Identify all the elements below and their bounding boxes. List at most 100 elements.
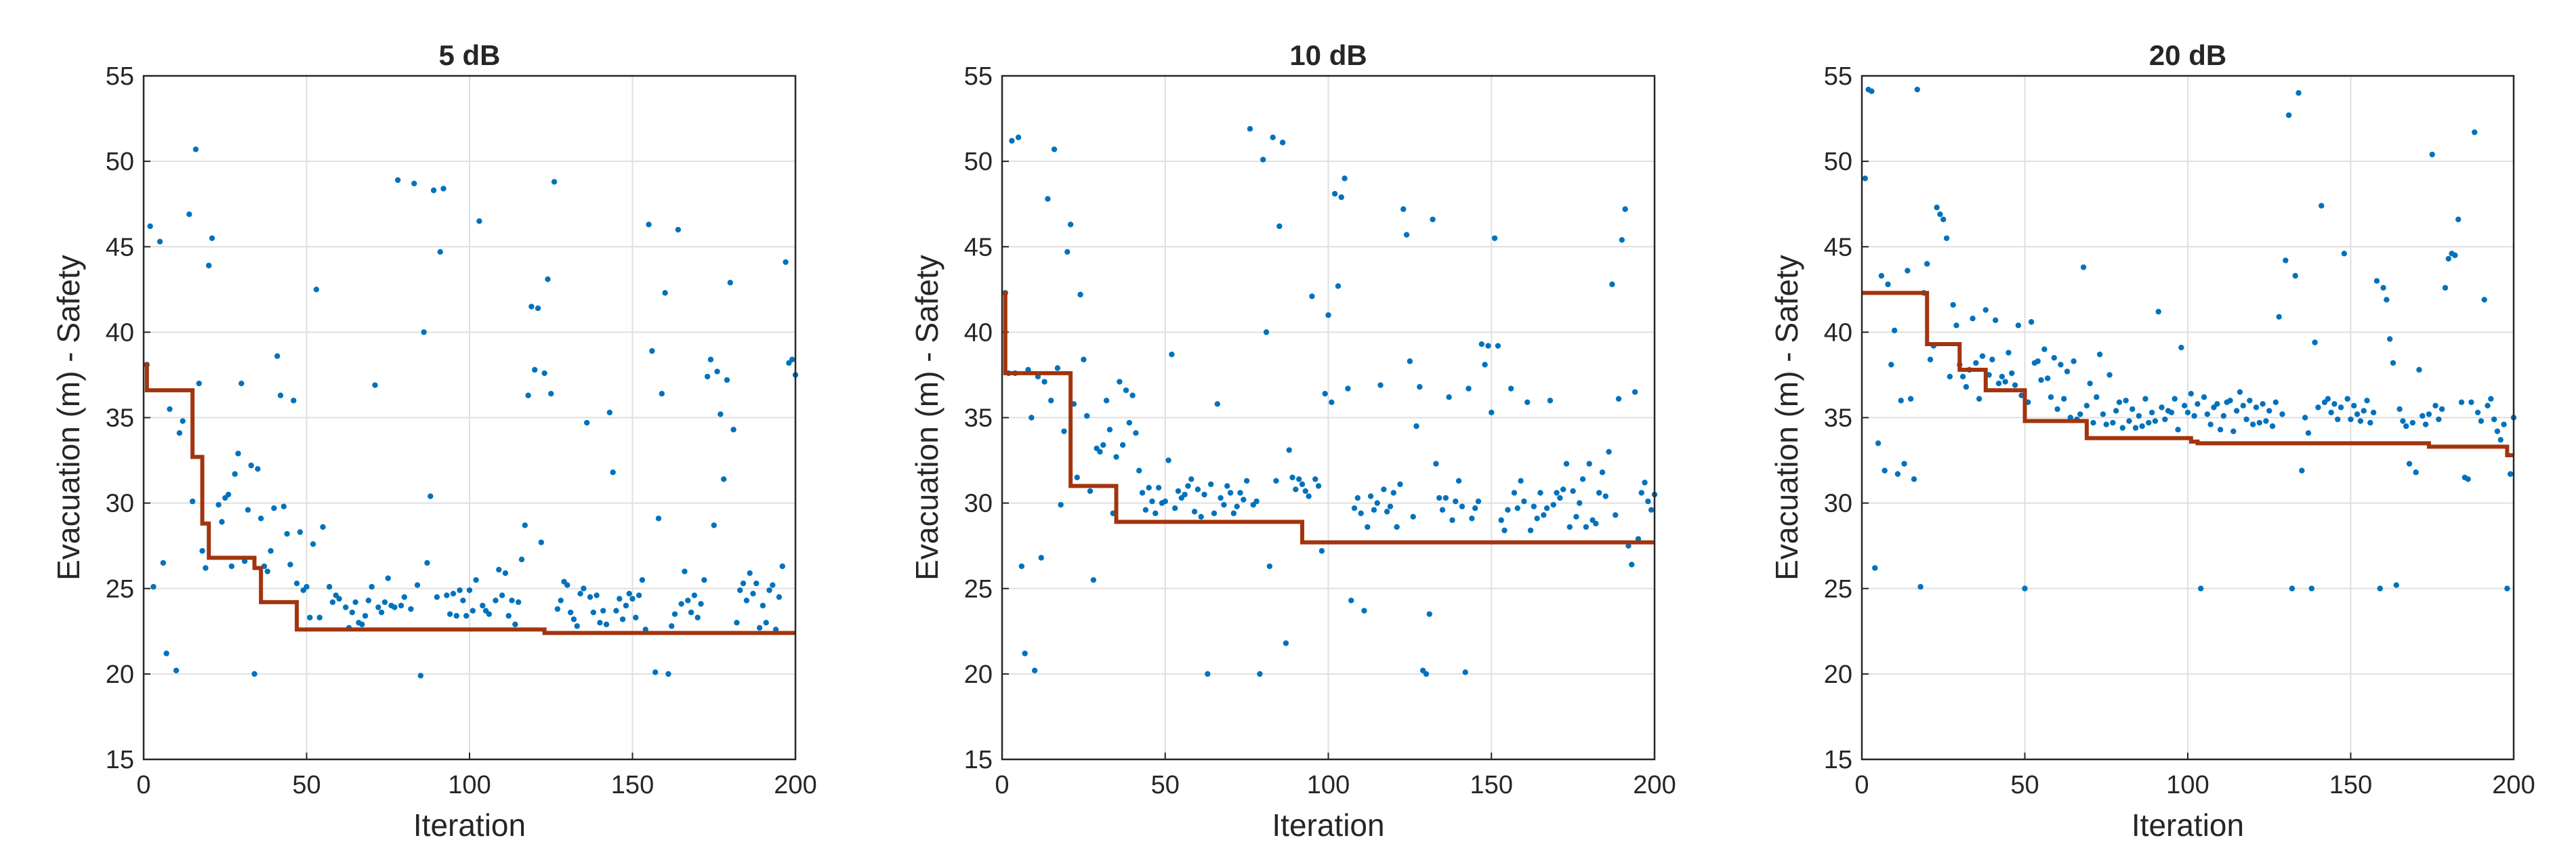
scatter-point bbox=[1466, 385, 1472, 392]
scatter-point bbox=[1113, 454, 1119, 460]
scatter-point bbox=[150, 584, 157, 590]
scatter-point bbox=[2237, 389, 2243, 395]
scatter-point bbox=[619, 616, 626, 623]
scatter-point bbox=[2064, 369, 2071, 375]
scatter-point bbox=[2269, 423, 2276, 429]
scatter-point bbox=[2344, 396, 2350, 402]
scatter-point bbox=[2201, 394, 2207, 400]
scatter-point bbox=[2220, 413, 2227, 419]
scatter-point bbox=[558, 597, 564, 604]
scatter-point bbox=[480, 602, 486, 609]
scatter-point bbox=[1999, 373, 2006, 380]
scatter-point bbox=[2465, 476, 2471, 482]
scatter-point bbox=[1914, 86, 1920, 93]
scatter-point bbox=[1557, 495, 1563, 501]
scatter-point bbox=[1430, 216, 1436, 223]
scatter-point bbox=[1266, 563, 1273, 570]
scatter-point bbox=[2348, 416, 2354, 423]
scatter-point bbox=[1407, 358, 1413, 364]
x-tick-label: 0 bbox=[995, 771, 1009, 799]
y-tick-label: 25 bbox=[1824, 575, 1852, 604]
scatter-point bbox=[2175, 426, 2181, 433]
scatter-point bbox=[2283, 257, 2289, 264]
scatter-point bbox=[1543, 505, 1550, 511]
scatter-point bbox=[1358, 510, 1364, 516]
scatter-point bbox=[394, 177, 401, 184]
scatter-point bbox=[1214, 401, 1220, 407]
scatter-point bbox=[1387, 503, 1394, 509]
scatter-point bbox=[268, 548, 274, 554]
scatter-point bbox=[2090, 419, 2096, 426]
scatter-point bbox=[1534, 516, 1540, 522]
scatter-point bbox=[587, 594, 594, 600]
scatter-point bbox=[1322, 390, 1328, 397]
scatter-point bbox=[701, 576, 707, 583]
scatter-point bbox=[450, 591, 457, 597]
scatter-point bbox=[2253, 404, 2260, 411]
scatter-point bbox=[548, 390, 554, 397]
scatter-point bbox=[633, 614, 639, 621]
x-tick-label: 50 bbox=[2010, 771, 2039, 799]
scatter-point bbox=[551, 179, 558, 185]
scatter-point bbox=[1501, 527, 1508, 534]
scatter-point bbox=[225, 491, 232, 498]
scatter-point bbox=[1521, 498, 1527, 505]
scatter-point bbox=[1081, 356, 1087, 362]
scatter-point bbox=[655, 516, 662, 522]
scatter-point bbox=[2041, 346, 2048, 352]
scatter-point bbox=[1354, 495, 1361, 501]
scatter-point bbox=[2442, 285, 2449, 291]
scatter-point bbox=[1973, 360, 1979, 366]
scatter-point bbox=[1241, 497, 1247, 503]
scatter-point bbox=[304, 584, 310, 590]
scatter-point bbox=[1423, 671, 1430, 677]
scatter-point bbox=[1531, 503, 1537, 509]
scatter-point bbox=[597, 620, 603, 626]
scatter-point bbox=[1403, 232, 1410, 238]
scatter-point bbox=[2214, 401, 2220, 407]
y-tick-label: 30 bbox=[1824, 490, 1852, 518]
scatter-point bbox=[1171, 505, 1178, 511]
scatter-point bbox=[417, 673, 424, 679]
subplot-title: 5 dB bbox=[438, 39, 500, 71]
scatter-point bbox=[1306, 493, 1312, 499]
scatter-point bbox=[470, 608, 476, 614]
scatter-point bbox=[2455, 216, 2461, 223]
scatter-point bbox=[1508, 385, 1514, 392]
scatter-point bbox=[1478, 341, 1485, 348]
scatter-point bbox=[1989, 356, 1995, 362]
scatter-point bbox=[2142, 396, 2148, 402]
scatter-point bbox=[440, 186, 446, 192]
scatter-point bbox=[1888, 362, 1894, 368]
scatter-point bbox=[1602, 493, 1608, 499]
scatter-point bbox=[2048, 394, 2054, 400]
scatter-point bbox=[453, 612, 459, 619]
scatter-point bbox=[1524, 399, 1531, 405]
scatter-point bbox=[1642, 480, 1648, 486]
scatter-point bbox=[307, 614, 313, 621]
scatter-point bbox=[2335, 416, 2341, 423]
scatter-point bbox=[1074, 474, 1080, 480]
scatter-point bbox=[2100, 411, 2106, 417]
best-so-far-line bbox=[1862, 291, 2514, 457]
scatter-point bbox=[541, 370, 547, 377]
scatter-point bbox=[2357, 418, 2364, 424]
scatter-point bbox=[2168, 409, 2175, 416]
scatter-point bbox=[535, 305, 541, 312]
scatter-point bbox=[1554, 490, 1560, 496]
scatter-point bbox=[1579, 476, 1586, 482]
scatter-point bbox=[1205, 671, 1211, 677]
scatter-point bbox=[502, 570, 509, 576]
scatter-point bbox=[2204, 411, 2211, 417]
scatter-point bbox=[1629, 562, 1635, 568]
scatter-point bbox=[1289, 474, 1295, 480]
scatter-point bbox=[1038, 555, 1044, 561]
scatter-point bbox=[2426, 411, 2432, 417]
scatter-point bbox=[186, 211, 192, 217]
scatter-point bbox=[1573, 513, 1579, 520]
scatter-point bbox=[750, 591, 756, 597]
scatter-point bbox=[1455, 478, 1462, 484]
scatter-point bbox=[460, 597, 466, 604]
scatter-point bbox=[629, 595, 636, 602]
